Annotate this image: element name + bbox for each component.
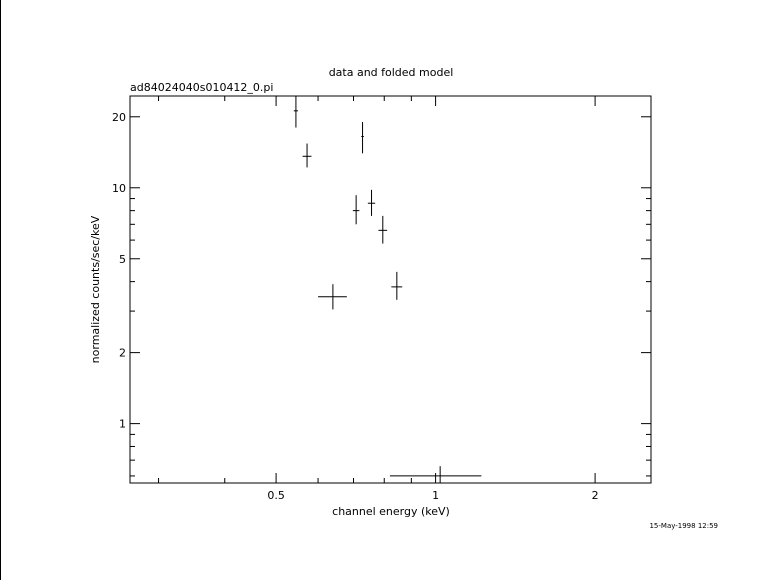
data-point	[389, 466, 482, 483]
data-point	[302, 143, 312, 168]
chart-subtitle: ad84024040s010412_0.pi	[130, 81, 273, 94]
y-tick-label: 10	[112, 182, 126, 195]
data-point	[391, 271, 403, 300]
data-point	[293, 96, 299, 128]
data-point	[378, 215, 388, 244]
y-tick-label: 20	[112, 111, 126, 124]
data-points	[293, 96, 482, 483]
data-point	[361, 122, 364, 154]
plot-frame	[129, 95, 652, 484]
y-tick-label: 1	[119, 418, 126, 431]
plot-timestamp: 15-May-1998 12:59	[649, 522, 718, 530]
chart-title: data and folded model	[329, 66, 454, 79]
data-point	[367, 189, 376, 216]
x-tick-label: 0.5	[267, 489, 285, 502]
axis-ticks	[130, 96, 651, 483]
data-point	[318, 284, 347, 310]
x-tick-label: 1	[432, 489, 439, 502]
y-tick-label: 2	[119, 347, 126, 360]
y-axis-label: normalized counts/sec/keV	[89, 215, 102, 363]
x-axis-label: channel energy (keV)	[332, 505, 450, 518]
x-tick-label: 2	[592, 489, 599, 502]
y-tick-label: 5	[119, 253, 126, 266]
tick-labels: 0.5 1 2 1 2 5 10 20	[112, 111, 599, 502]
data-point	[352, 195, 360, 225]
window-left-edge	[0, 0, 1, 580]
